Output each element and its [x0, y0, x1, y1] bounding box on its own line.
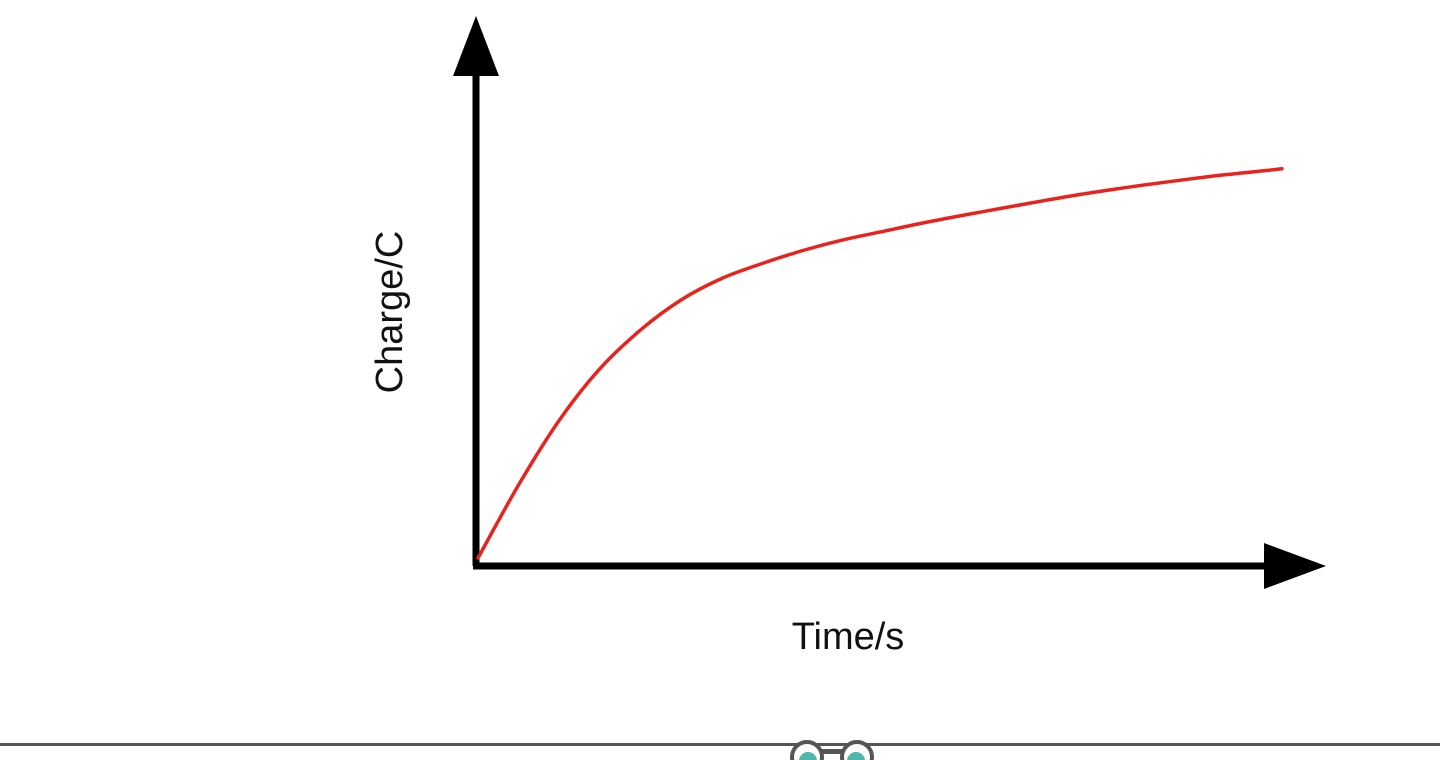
glasses-mascot-icon — [782, 737, 882, 760]
series-layer — [476, 167, 1284, 560]
footer-divider — [0, 743, 1440, 746]
y-axis-arrowhead — [453, 16, 499, 76]
x-axis-label: Time/s — [792, 616, 905, 658]
series-line-0 — [476, 167, 1284, 560]
x-axis-arrowhead — [1264, 543, 1326, 589]
y-axis-label: Charge/C — [369, 231, 411, 394]
